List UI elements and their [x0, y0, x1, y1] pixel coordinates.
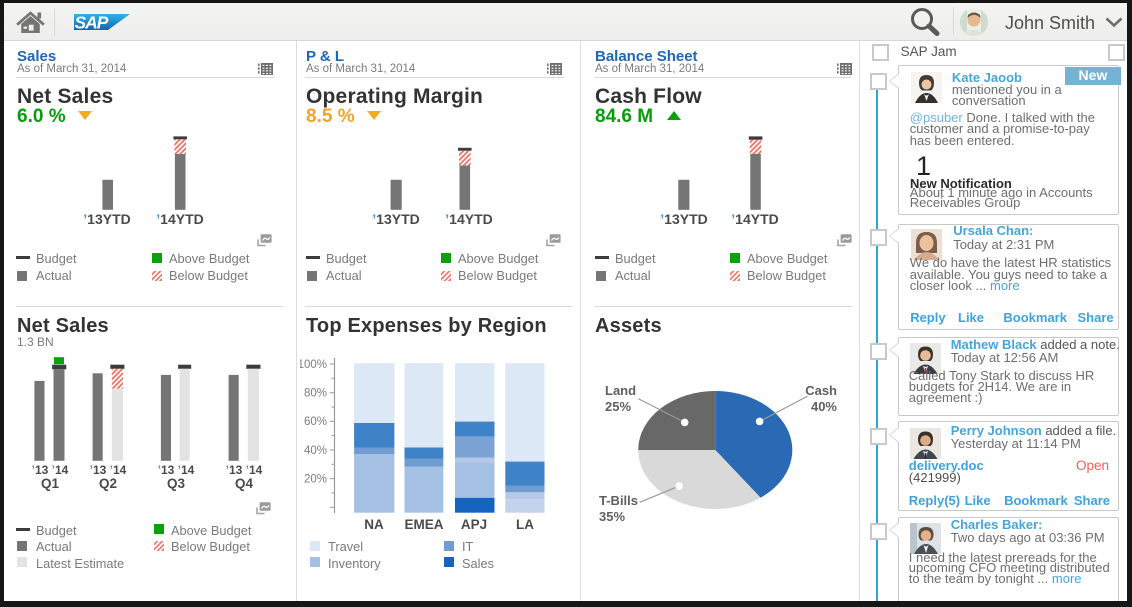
- svg-text:40%: 40%: [304, 445, 327, 457]
- svg-text:100%: 100%: [300, 359, 327, 371]
- svg-text:SAP: SAP: [75, 14, 109, 30]
- svg-text:60%: 60%: [304, 416, 327, 428]
- svg-text:20%: 20%: [304, 474, 327, 486]
- svg-text:80%: 80%: [304, 388, 327, 400]
